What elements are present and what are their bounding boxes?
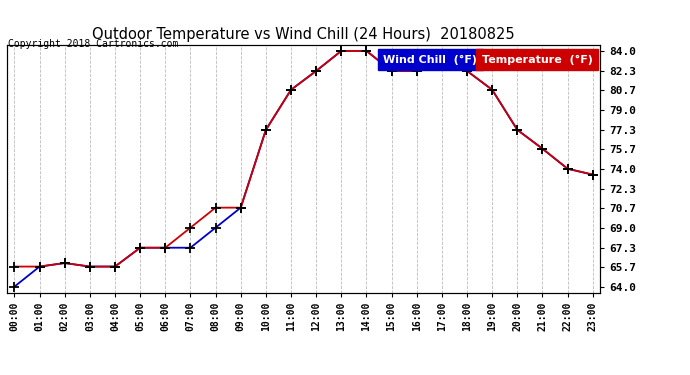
Title: Outdoor Temperature vs Wind Chill (24 Hours)  20180825: Outdoor Temperature vs Wind Chill (24 Ho…: [92, 27, 515, 42]
Legend: Wind Chill  (°F), Temperature  (°F): Wind Chill (°F), Temperature (°F): [377, 51, 595, 68]
Text: Copyright 2018 Cartronics.com: Copyright 2018 Cartronics.com: [8, 39, 179, 50]
